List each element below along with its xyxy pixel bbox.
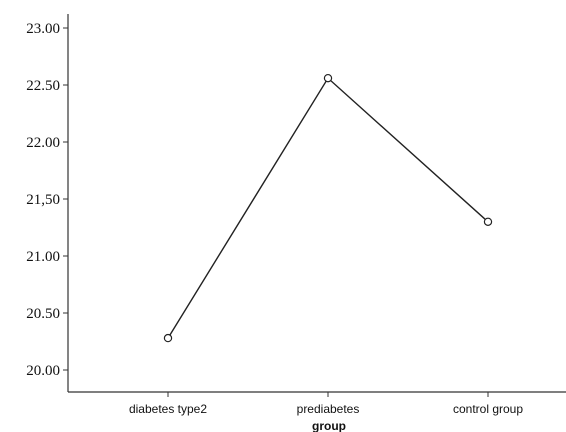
y-tick-label: 22.00 — [26, 135, 60, 151]
y-tick-label: 20.50 — [26, 306, 60, 322]
x-tick-label: prediabetes — [297, 402, 360, 416]
series-path — [167, 77, 489, 339]
series-line — [163, 73, 493, 343]
x-axis: diabetes type2 prediabetes control group — [68, 391, 566, 416]
data-point — [323, 73, 333, 83]
data-point — [483, 217, 493, 226]
x-axis-title: group — [312, 419, 346, 432]
x-tick-label: diabetes type2 — [129, 402, 207, 416]
y-tick-label: 21.00 — [26, 249, 60, 265]
x-tick-label: control group — [453, 402, 523, 416]
y-tick-label: 23.00 — [26, 21, 60, 37]
data-point — [163, 333, 173, 343]
y-axis: 20.00 20.50 21.00 21,50 22.00 22.50 23.00 — [26, 14, 69, 392]
y-tick-label: 21,50 — [26, 192, 60, 208]
y-tick-label: 22.50 — [26, 78, 60, 94]
y-tick-label: 20.00 — [26, 363, 60, 379]
